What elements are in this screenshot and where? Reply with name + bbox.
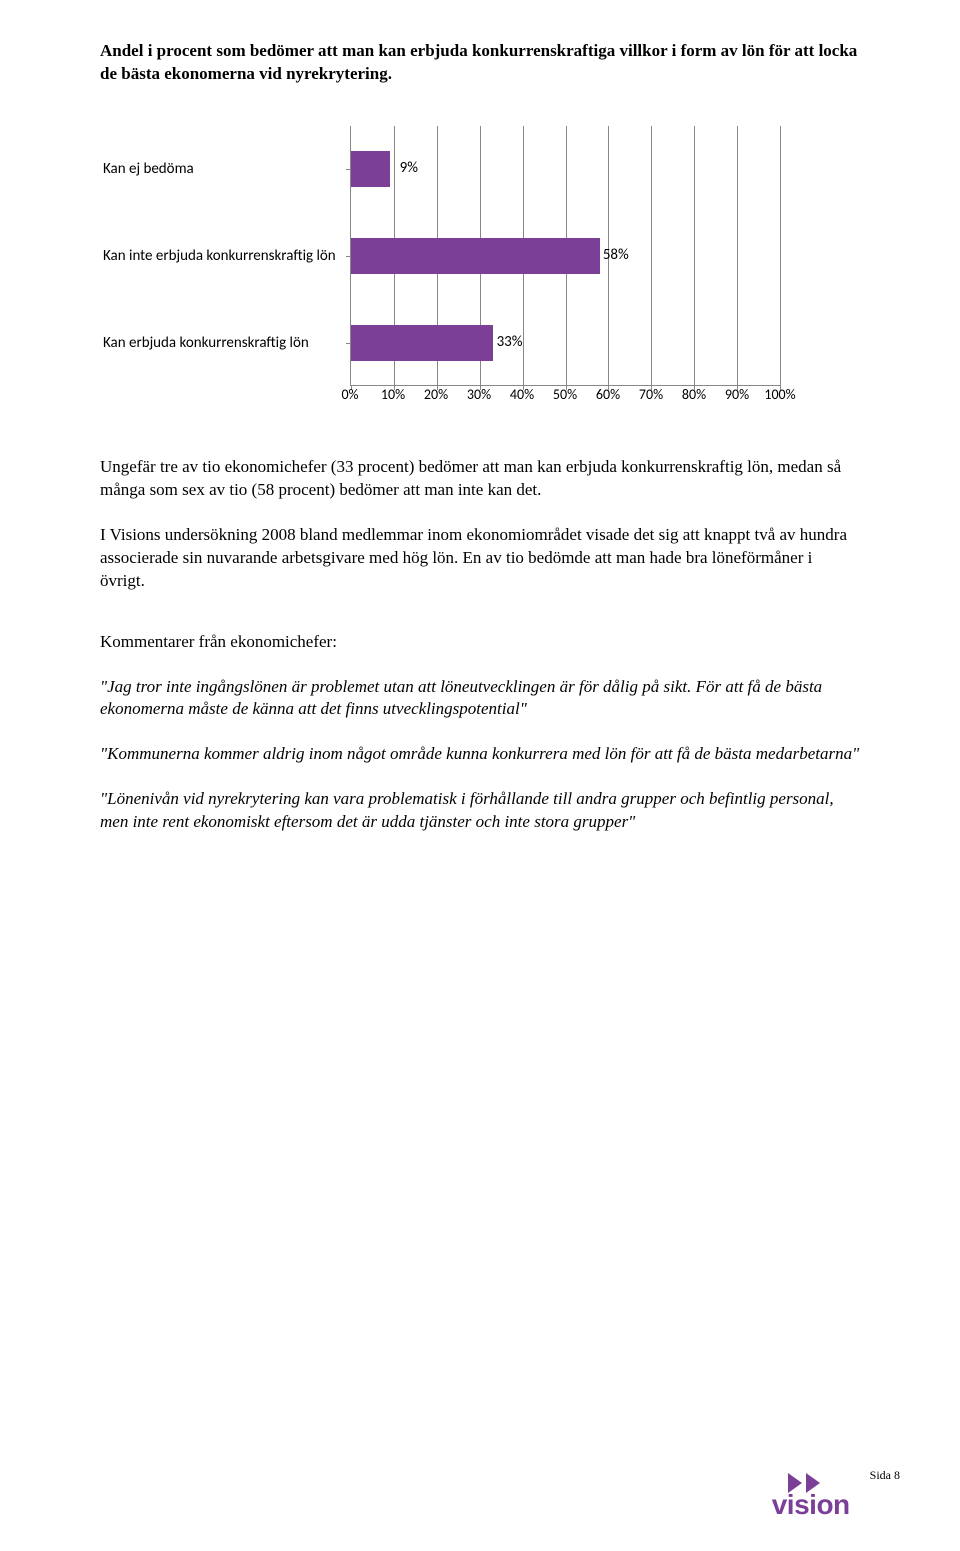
bar-value-label: 33% [497,333,523,351]
bar-value-label: 9% [400,159,418,177]
quote-text: "Kommunerna kommer aldrig inom något omr… [100,743,860,766]
axis-tick-label: 100% [764,386,795,403]
page-footer: vision Sida 8 [772,1468,900,1521]
axis-tick-label: 50% [553,386,577,403]
axis-tick-label: 60% [596,386,620,403]
quote-text: "Jag tror inte ingångslönen är problemet… [100,676,860,722]
chart-title: Andel i procent som bedömer att man kan … [100,40,860,86]
quote-text: "Lönenivån vid nyrekrytering kan vara pr… [100,788,860,834]
gridline [737,126,738,385]
chart-bar-row: Kan ej bedöma [351,151,390,187]
bar-chart: Kan ej bedöma 9% Kan inte erbjuda konkur… [100,126,780,406]
body-paragraph: I Visions undersökning 2008 bland medlem… [100,524,860,593]
axis-tick-label: 0% [341,386,358,403]
chart-x-axis: 0% 10% 20% 30% 40% 50% 60% 70% 80% 90% 1… [350,386,780,406]
chart-bar-row: Kan inte erbjuda konkurrenskraftig lön [351,238,600,274]
comments-heading: Kommentarer från ekonomichefer: [100,631,860,654]
axis-tick-label: 20% [424,386,448,403]
bar-category-label: Kan ej bedöma [101,160,351,178]
axis-tick-label: 90% [725,386,749,403]
gridline [694,126,695,385]
body-paragraph: Ungefär tre av tio ekonomichefer (33 pro… [100,456,860,502]
gridline [651,126,652,385]
vision-logo: vision [772,1471,850,1521]
bar-category-label: Kan erbjuda konkurrenskraftig lön [101,334,351,352]
axis-tick-label: 30% [467,386,491,403]
page-number: Sida 8 [870,1468,900,1483]
chart-plot-area: Kan ej bedöma 9% Kan inte erbjuda konkur… [350,126,780,386]
bar-category-label: Kan inte erbjuda konkurrenskraftig lön [101,247,351,265]
axis-tick-label: 80% [682,386,706,403]
axis-tick-label: 70% [639,386,663,403]
gridline [780,126,781,385]
chart-bar-row: Kan erbjuda konkurrenskraftig lön [351,325,493,361]
logo-text: vision [772,1489,850,1521]
axis-tick-label: 10% [381,386,405,403]
bar-value-label: 58% [603,246,629,264]
axis-tick-label: 40% [510,386,534,403]
